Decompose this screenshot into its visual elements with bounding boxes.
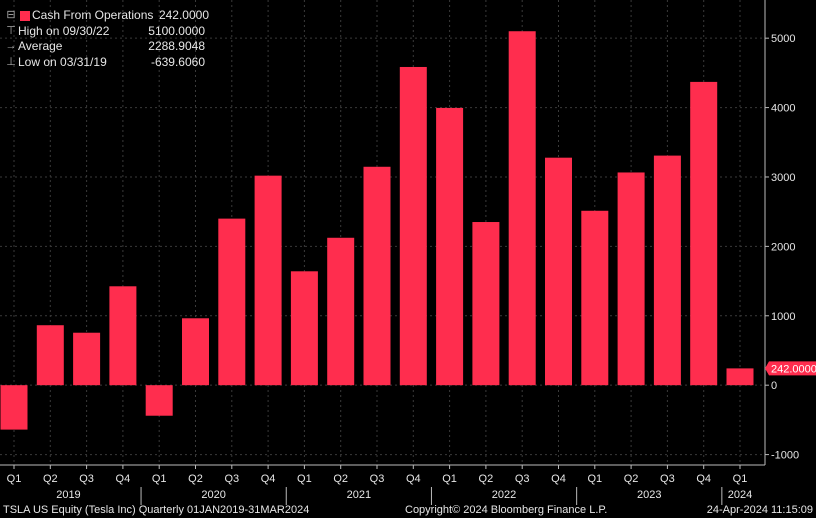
legend-average-row: → Average 2288.9048 [4,39,209,55]
year-label: 2021 [347,489,371,501]
bar [399,66,427,386]
bar [218,218,246,386]
bar [73,332,101,386]
bar [36,325,64,386]
legend-low-value: -639.6060 [150,54,205,69]
bar [254,175,282,386]
year-label: 2022 [492,489,516,501]
x-tick-label: Q1 [442,473,457,485]
average-marker-icon: → [5,40,17,52]
x-tick-label: Q2 [624,473,639,485]
footer-copyright: Copyright© 2024 Bloomberg Finance L.P. [405,504,608,516]
bar [182,318,209,386]
bar [109,286,137,386]
legend-low-row: ⊥ Low on 03/31/19 -639.6060 [4,55,209,71]
x-tick-label: Q3 [79,473,94,485]
legend-series-label: Cash From Operations [32,8,154,22]
year-label: 2024 [728,489,752,501]
legend-high-row: ⊤ High on 09/30/22 5100.0000 [4,24,209,40]
legend-low-label: Low on 03/31/19 [18,54,107,69]
x-tick-label: Q3 [370,473,385,485]
x-tick-label: Q1 [7,473,22,485]
x-tick-label: Q2 [188,473,203,485]
low-marker-icon: ⊥ [6,55,16,68]
x-tick-label: Q3 [660,473,675,485]
y-tick-label: 0 [771,380,777,392]
bar [145,385,173,416]
y-tick-label: 1000 [771,311,795,323]
footer-timestamp: 24-Apr-2024 11:15:09 [706,504,813,516]
y-tick-label: 5000 [771,33,795,45]
bar [690,81,718,386]
footer: TSLA US Equity (Tesla Inc) Quarterly 01J… [0,502,816,518]
x-tick-label: Q2 [333,473,348,485]
bar [0,385,28,430]
high-marker-icon: ⊤ [6,24,16,37]
last-value-tag-bg [765,361,816,376]
last-value-tag: 242.0000 [771,363,816,375]
x-tick-label: Q1 [733,473,748,485]
bar [363,166,391,386]
x-tick-label: Q4 [551,473,566,485]
legend-series-row: ⊟ Cash From Operations 242.0000 [4,8,209,24]
x-tick-label: Q1 [297,473,312,485]
bar [545,157,572,386]
x-tick-label: Q4 [261,473,276,485]
x-tick-label: Q4 [696,473,711,485]
legend-average-label: Average [18,39,63,53]
x-tick-label: Q4 [406,473,421,485]
year-label: 2020 [201,489,225,501]
y-tick-label: 2000 [771,241,795,253]
bar [290,271,318,386]
bar [581,210,609,386]
x-tick-label: Q4 [116,473,131,485]
x-tick-label: Q2 [43,473,58,485]
legend-high-label: High on 09/30/22 [18,23,110,38]
x-tick-label: Q1 [587,473,602,485]
bar [436,107,464,386]
bar [617,172,645,386]
footer-security-info: TSLA US Equity (Tesla Inc) Quarterly 01J… [3,504,310,516]
collapse-icon[interactable]: ⊟ [6,9,16,21]
x-tick-label: Q3 [515,473,530,485]
legend-average-value: 2288.9048 [148,39,205,53]
bar [327,237,355,386]
x-tick-label: Q3 [224,473,239,485]
y-tick-label: 3000 [771,172,795,184]
legend: ⊟ Cash From Operations 242.0000 ⊤ High o… [4,8,210,71]
x-tick-label: Q1 [152,473,167,485]
bar [653,155,681,386]
bar [726,368,754,386]
bar [508,31,536,386]
series-swatch [20,10,30,21]
year-label: 2023 [637,489,661,501]
legend-high-value: 5100.0000 [148,23,205,38]
y-tick-label: -1000 [771,450,799,462]
bar [472,222,500,386]
legend-series-value: 242.0000 [158,8,209,22]
x-tick-label: Q2 [479,473,494,485]
y-tick-label: 4000 [771,103,795,115]
year-label: 2019 [56,489,80,501]
